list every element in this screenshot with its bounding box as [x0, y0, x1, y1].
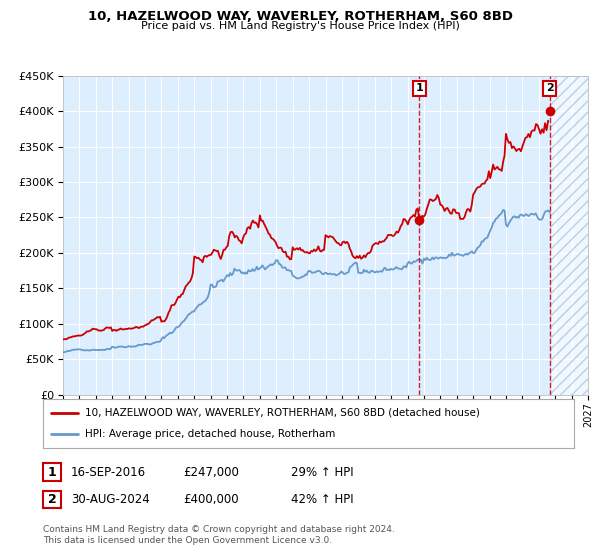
Text: 2: 2 [546, 83, 553, 94]
Text: 1: 1 [415, 83, 423, 94]
Text: Price paid vs. HM Land Registry's House Price Index (HPI): Price paid vs. HM Land Registry's House … [140, 21, 460, 31]
Text: 1: 1 [48, 465, 56, 479]
Text: 10, HAZELWOOD WAY, WAVERLEY, ROTHERHAM, S60 8BD: 10, HAZELWOOD WAY, WAVERLEY, ROTHERHAM, … [88, 10, 512, 22]
Text: £400,000: £400,000 [183, 493, 239, 506]
Text: 2: 2 [48, 493, 56, 506]
Text: 30-AUG-2024: 30-AUG-2024 [71, 493, 149, 506]
Text: 10, HAZELWOOD WAY, WAVERLEY, ROTHERHAM, S60 8BD (detached house): 10, HAZELWOOD WAY, WAVERLEY, ROTHERHAM, … [85, 408, 479, 418]
Text: 16-SEP-2016: 16-SEP-2016 [71, 465, 146, 479]
Text: HPI: Average price, detached house, Rotherham: HPI: Average price, detached house, Roth… [85, 429, 335, 439]
Text: 29% ↑ HPI: 29% ↑ HPI [291, 465, 353, 479]
Text: Contains HM Land Registry data © Crown copyright and database right 2024.
This d: Contains HM Land Registry data © Crown c… [43, 525, 395, 545]
Text: 42% ↑ HPI: 42% ↑ HPI [291, 493, 353, 506]
Bar [550, 76, 588, 395]
Text: £247,000: £247,000 [183, 465, 239, 479]
Bar [550, 76, 588, 395]
